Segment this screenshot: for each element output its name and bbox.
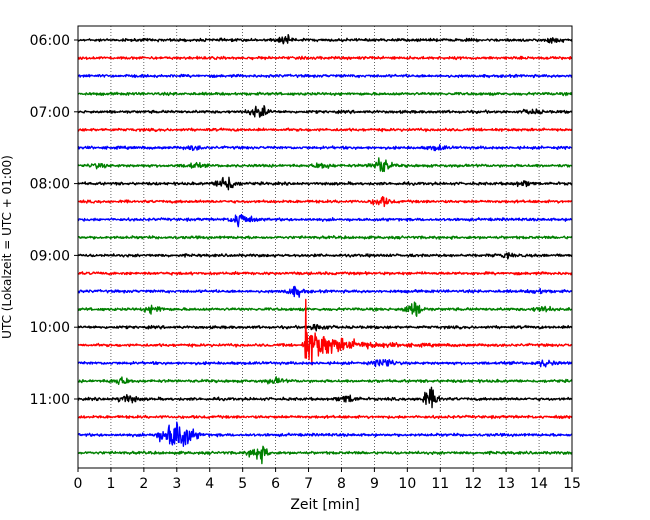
trace-0715 xyxy=(77,127,573,133)
x-tick-label: 4 xyxy=(205,476,214,492)
trace-1130 xyxy=(77,421,573,447)
y-tick-label: 11:00 xyxy=(30,392,70,408)
x-tick-label: 15 xyxy=(563,476,581,492)
x-tick-label: 11 xyxy=(431,476,449,492)
x-tick-label: 13 xyxy=(497,476,515,492)
trace-1000 xyxy=(77,323,573,332)
x-tick-label: 7 xyxy=(304,476,313,492)
x-tick-label: 8 xyxy=(337,476,346,492)
trace-0600 xyxy=(77,33,573,45)
trace-0815 xyxy=(77,195,573,208)
x-tick-label: 2 xyxy=(139,476,148,492)
trace-1015 xyxy=(77,298,573,366)
x-tick-label: 3 xyxy=(172,476,181,492)
y-tick-label: 07:00 xyxy=(30,105,70,121)
trace-0645 xyxy=(77,91,573,97)
trace-0915 xyxy=(77,270,573,276)
trace-1045 xyxy=(77,376,573,386)
trace-0945 xyxy=(77,301,573,317)
trace-0900 xyxy=(77,252,573,260)
x-tick-label: 9 xyxy=(370,476,379,492)
y-tick-label: 08:00 xyxy=(30,177,70,193)
y-axis-label: UTC (Lokalzeit = UTC + 01:00) xyxy=(0,155,14,339)
trace-0745 xyxy=(77,157,573,173)
trace-0700 xyxy=(77,105,573,118)
y-tick-label: 09:00 xyxy=(30,248,70,264)
x-axis-label: Zeit [min] xyxy=(290,497,359,513)
x-tick-label: 10 xyxy=(398,476,416,492)
trace-1100 xyxy=(77,386,573,409)
x-tick-label: 12 xyxy=(464,476,482,492)
trace-0830 xyxy=(77,213,573,228)
trace-0730 xyxy=(77,144,573,152)
trace-0615 xyxy=(77,55,573,61)
plot-frame xyxy=(77,25,573,469)
x-tick-label: 14 xyxy=(530,476,548,492)
trace-1145 xyxy=(77,445,573,465)
x-tick-label: 6 xyxy=(271,476,280,492)
trace-0800 xyxy=(77,176,573,191)
trace-1115 xyxy=(77,414,573,420)
x-tick-label: 5 xyxy=(238,476,247,492)
seismic-traces xyxy=(77,33,573,465)
y-tick-label: 06:00 xyxy=(30,33,70,49)
trace-0630 xyxy=(77,73,573,79)
x-axis-ticks: 0 1 2 3 4 5 6 7 8 9 10 11 12 13 14 15 xyxy=(74,468,581,492)
trace-1030 xyxy=(77,358,573,368)
trace-0930 xyxy=(77,285,573,298)
x-tick-label: 1 xyxy=(106,476,115,492)
x-tick-label: 0 xyxy=(74,476,83,492)
y-axis-ticks: 06:00 07:00 08:00 09:00 10:00 11:00 xyxy=(30,33,78,408)
trace-0845 xyxy=(77,234,573,240)
y-tick-label: 10:00 xyxy=(30,320,70,336)
